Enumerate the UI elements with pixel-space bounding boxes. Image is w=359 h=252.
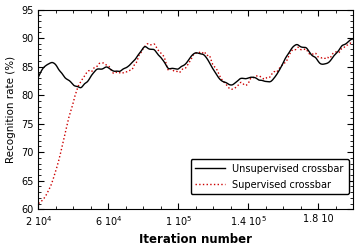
Unsupervised crossbar (187, 58, 191, 61)
Supervised crossbar (224, 82, 228, 85)
Supervised crossbar (351, 42, 356, 45)
Supervised crossbar (186, 63, 190, 66)
Legend: Unsupervised crossbar, Supervised crossbar: Unsupervised crossbar, Supervised crossb… (191, 159, 349, 194)
Unsupervised crossbar (351, 38, 355, 41)
Line: Supervised crossbar: Supervised crossbar (38, 43, 354, 203)
Unsupervised crossbar (344, 42, 349, 45)
Unsupervised crossbar (351, 38, 356, 41)
Unsupervised crossbar (79, 86, 83, 89)
Supervised crossbar (344, 44, 348, 47)
X-axis label: Iteration number: Iteration number (139, 233, 252, 246)
Supervised crossbar (207, 53, 211, 56)
Unsupervised crossbar (188, 55, 193, 58)
Supervised crossbar (188, 60, 192, 63)
Unsupervised crossbar (295, 43, 299, 46)
Unsupervised crossbar (208, 61, 212, 64)
Supervised crossbar (294, 47, 299, 50)
Supervised crossbar (349, 42, 353, 45)
Supervised crossbar (36, 202, 41, 205)
Y-axis label: Recognition rate (%): Recognition rate (%) (5, 56, 15, 163)
Unsupervised crossbar (36, 75, 41, 78)
Unsupervised crossbar (224, 81, 229, 84)
Line: Unsupervised crossbar: Unsupervised crossbar (38, 39, 354, 88)
